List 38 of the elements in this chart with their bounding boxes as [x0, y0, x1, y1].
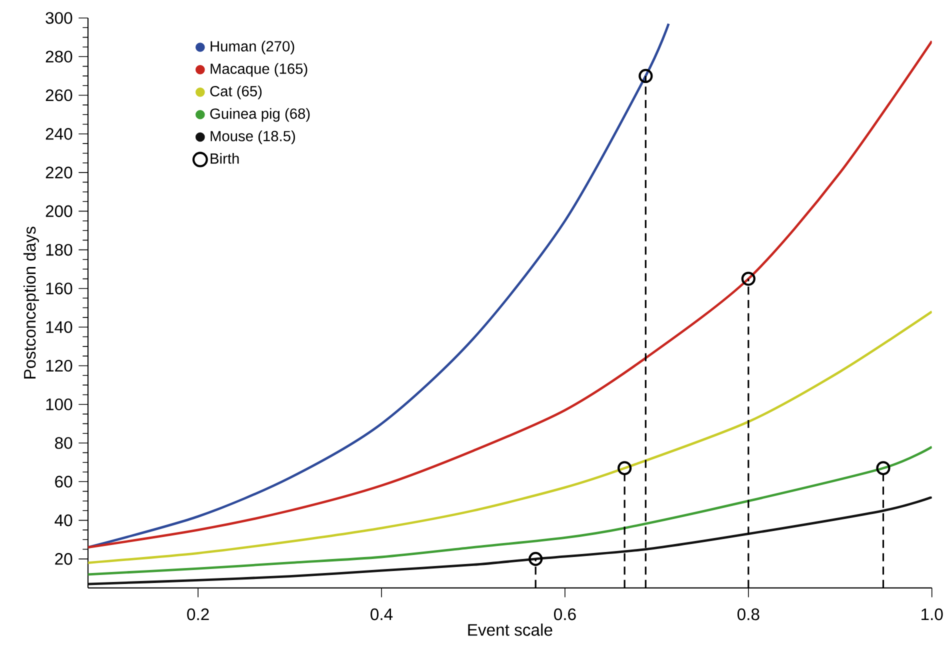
y-tick-label: 80	[55, 437, 72, 449]
point	[528, 552, 543, 566]
point	[638, 68, 653, 84]
point	[741, 272, 756, 286]
point	[876, 461, 890, 476]
y-tick-label: 100	[46, 398, 72, 410]
y-tick-label: 180	[46, 244, 72, 256]
line-series	[88, 496, 932, 586]
y-tick-label: 20	[55, 553, 72, 565]
y-tick-label: 140	[46, 321, 72, 334]
x-axis-title: Event scale	[468, 624, 552, 636]
y-tick-label: 60	[55, 476, 72, 488]
y-tick-label: 300	[46, 12, 72, 24]
legend-label: Cat (65)	[210, 86, 262, 100]
line-series	[88, 40, 932, 549]
line-series	[88, 310, 932, 564]
y-tick-label: 160	[46, 282, 72, 294]
legend-label: Mouse (18.5)	[210, 130, 295, 144]
y-axis-title: Postconception days	[23, 226, 39, 379]
legend-label: Birth	[210, 153, 239, 164]
y-tick-label: 280	[46, 50, 72, 63]
line-series	[88, 446, 932, 576]
line-series	[88, 22, 670, 549]
y-tick-label: 40	[54, 514, 72, 526]
x-tick-label: 0.8	[737, 608, 760, 620]
x-tick-label: 0.4	[370, 608, 393, 620]
y-tick-label: 260	[46, 89, 72, 102]
x-tick-label: 1.0	[922, 608, 943, 620]
x-tick-label: 0.6	[554, 608, 576, 620]
x-tick-label: 0.2	[187, 608, 209, 620]
legend-label: Guinea pig (68)	[210, 108, 310, 122]
y-tick-label: 120	[46, 360, 72, 372]
legend-label: Macaque (165)	[210, 63, 308, 77]
y-tick-label: 200	[46, 205, 72, 218]
y-tick-label: 220	[46, 166, 72, 178]
point	[618, 461, 632, 476]
y-tick-label: 240	[46, 128, 72, 140]
legend-label: Human (270)	[210, 40, 294, 54]
